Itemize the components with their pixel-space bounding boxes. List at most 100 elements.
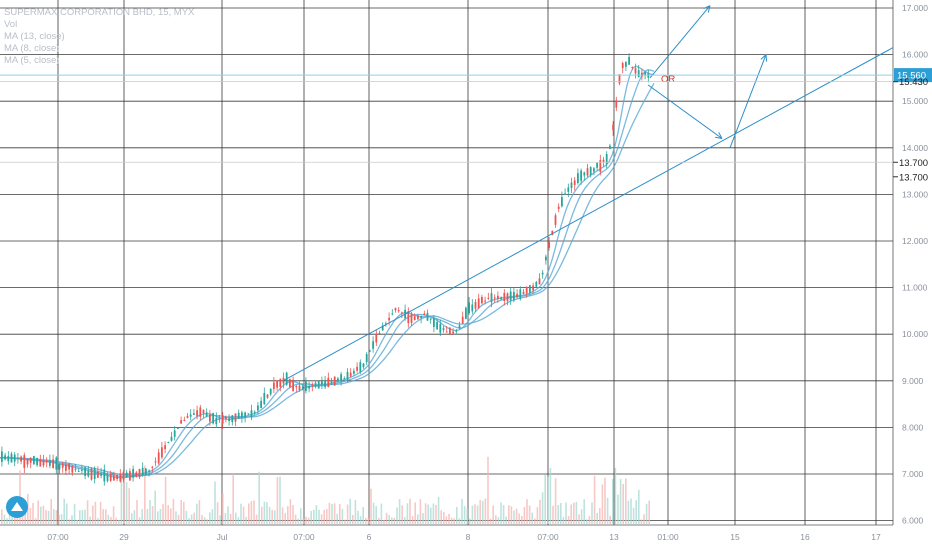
candle-body	[106, 475, 109, 481]
x-tick-label: 17	[871, 532, 881, 542]
volume-bar	[372, 502, 375, 524]
y-tick-label: 12.000	[902, 236, 928, 246]
volume-bar	[289, 499, 292, 524]
candle-body	[394, 308, 397, 311]
candle-body	[365, 354, 368, 363]
volume-bar	[172, 498, 175, 524]
volume-bar	[500, 502, 502, 524]
candle-body	[61, 463, 64, 468]
volume-bar	[1, 509, 3, 524]
candle-body	[49, 460, 51, 466]
volume-bar	[55, 510, 58, 524]
volume-bar	[281, 507, 284, 524]
volume-bar	[97, 518, 99, 524]
volume-bar	[450, 517, 453, 524]
volume-bar	[461, 499, 463, 524]
volume-bar	[471, 505, 474, 524]
candle-body	[327, 377, 330, 388]
candle-body	[132, 469, 134, 478]
volume-bar	[518, 513, 520, 524]
legend-title: SUPERMAX CORPORATION BHD, 15, MYX	[4, 7, 195, 18]
volume-bar	[214, 481, 216, 524]
candle-body	[87, 470, 90, 477]
volume-bar	[60, 514, 63, 524]
volume-bar	[505, 516, 507, 524]
volume-bar	[305, 516, 307, 524]
volume-bar	[495, 515, 497, 524]
candle-body	[359, 362, 362, 372]
candle-body	[439, 324, 442, 333]
y-tick-label: 10.000	[902, 329, 928, 339]
volume-bar	[274, 510, 276, 524]
candle-body	[4, 455, 6, 460]
candle-body	[257, 405, 259, 411]
volume-bar	[339, 504, 341, 524]
volume-bar	[323, 509, 325, 524]
volume-bar	[333, 503, 336, 524]
candle-body	[551, 230, 554, 235]
volume-bar	[593, 475, 596, 524]
volume-bar	[300, 508, 302, 524]
volume-bar	[599, 508, 601, 524]
candle-body	[353, 370, 355, 374]
candle-body	[221, 415, 224, 424]
candle-body	[68, 463, 70, 470]
volume-bar	[123, 474, 125, 524]
candle-body	[455, 330, 458, 332]
candle-body	[196, 410, 198, 417]
moving-average-line-3	[0, 82, 655, 477]
volume-bar	[380, 503, 383, 524]
volume-bar	[557, 505, 559, 524]
volume-bar	[131, 513, 133, 524]
volume-bar	[614, 467, 617, 524]
candle-body	[602, 159, 605, 163]
volume-bar	[294, 514, 297, 524]
candle-body	[33, 456, 35, 464]
volume-bar	[175, 511, 177, 524]
volume-bar	[71, 515, 73, 524]
candle-body	[541, 272, 544, 275]
candle-body	[228, 418, 230, 422]
volume-bar	[448, 513, 450, 524]
x-tick-label: 29	[119, 532, 129, 542]
candle-body	[564, 193, 566, 195]
candle-body	[413, 316, 416, 321]
candle-body	[93, 467, 96, 480]
candle-body	[247, 413, 250, 415]
volume-bar	[648, 500, 650, 524]
candle-body	[570, 182, 573, 189]
volume-bar	[567, 515, 570, 524]
volume-bar	[266, 502, 268, 524]
volume-bar	[619, 478, 622, 524]
candle-body	[503, 292, 506, 302]
volume-bar	[141, 509, 143, 524]
volume-bar	[627, 500, 630, 524]
volume-bar	[580, 509, 583, 524]
candle-body	[605, 154, 608, 165]
volume-bar	[409, 498, 411, 524]
volume-bar	[242, 506, 245, 524]
projection-arrow	[649, 5, 711, 79]
volume-bar	[476, 505, 479, 524]
volume-bar	[523, 506, 526, 524]
volume-bar	[29, 507, 32, 524]
x-tick-label: 16	[800, 532, 810, 542]
candle-body	[314, 382, 317, 387]
volume-bar	[229, 513, 232, 524]
tradingview-logo-icon[interactable]	[6, 496, 28, 518]
candle-body	[225, 416, 227, 419]
volume-bar	[37, 500, 39, 524]
candle-body	[298, 385, 301, 391]
candle-body	[442, 328, 445, 331]
volume-bar	[370, 488, 372, 524]
candle-body	[577, 173, 579, 184]
volume-bar	[609, 515, 611, 524]
volume-bar	[203, 517, 206, 524]
candle-body	[20, 456, 22, 462]
candle-body	[311, 384, 314, 386]
volume-bar	[531, 512, 533, 524]
candle-body	[593, 168, 595, 172]
candle-body	[423, 313, 426, 316]
volume-bar	[401, 505, 403, 524]
